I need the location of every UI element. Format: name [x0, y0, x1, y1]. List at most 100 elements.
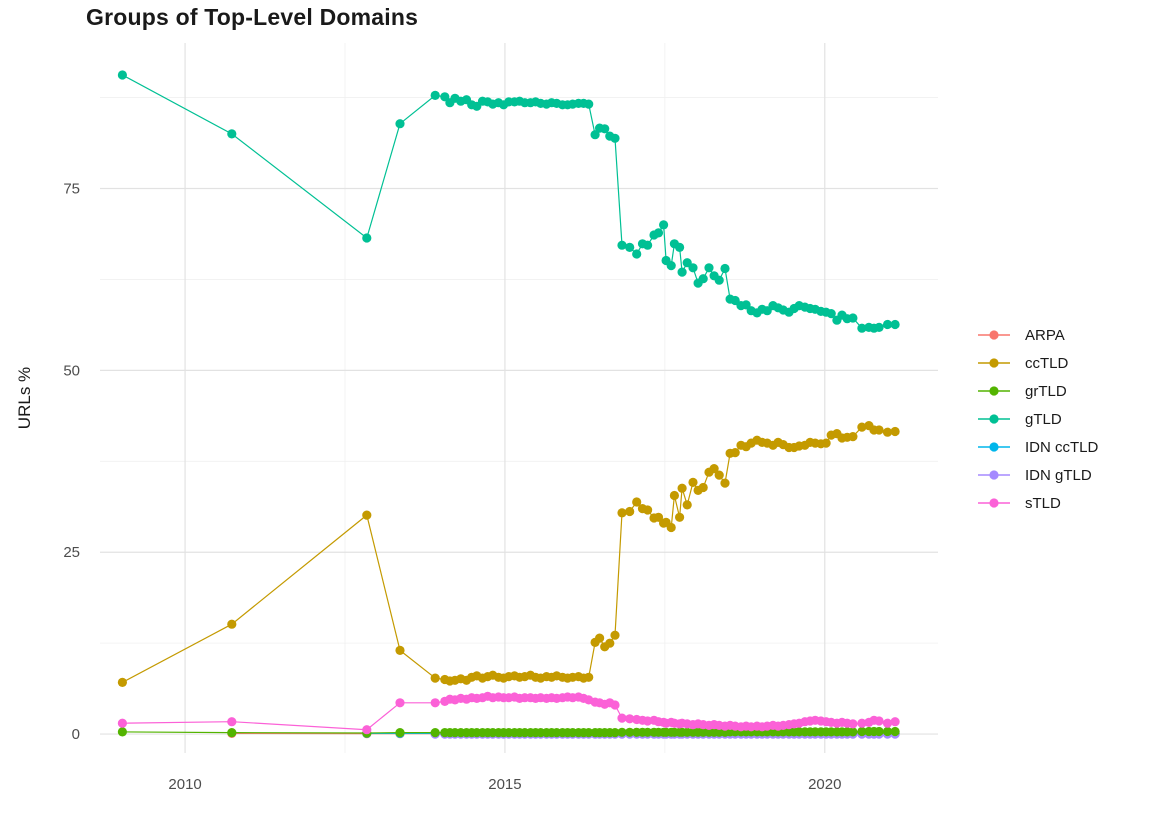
data-point-gTLD: [659, 220, 669, 230]
data-point-ccTLD: [117, 677, 127, 688]
data-point-grTLD: [890, 726, 900, 737]
data-point-ccTLD: [362, 510, 372, 520]
data-point-gTLD: [677, 267, 687, 277]
data-point-gTLD: [653, 228, 664, 238]
data-point-grTLD: [857, 726, 867, 737]
data-point-sTLD: [395, 698, 405, 708]
data-point-ccTLD: [675, 512, 685, 522]
data-point-grTLD: [617, 727, 627, 737]
data-point-ccTLD: [720, 478, 730, 488]
data-point-ccTLD: [669, 490, 680, 501]
x-tick-label: 2020: [808, 776, 841, 793]
legend-label: sTLD: [1025, 494, 1061, 512]
legend-item-IDN-gTLD: IDN gTLD: [977, 465, 1098, 485]
data-point-sTLD: [890, 717, 900, 727]
data-point-sTLD: [117, 718, 127, 728]
data-point-gTLD: [890, 319, 900, 330]
data-point-sTLD: [882, 718, 893, 728]
series-line-gTLD: [122, 74, 896, 329]
legend-item-IDN-ccTLD: IDN ccTLD: [977, 437, 1098, 457]
data-point-sTLD: [610, 700, 620, 710]
data-point-ccTLD: [632, 497, 642, 507]
legend-label: IDN gTLD: [1025, 466, 1092, 484]
data-point-gTLD: [688, 263, 698, 273]
legend-item-sTLD: sTLD: [977, 493, 1098, 513]
data-point-ccTLD: [227, 619, 237, 629]
y-tick-label: 0: [72, 726, 80, 743]
data-point-grTLD: [117, 727, 127, 737]
x-tick-label: 2010: [168, 776, 201, 793]
data-point-grTLD: [227, 728, 237, 738]
y-tick-label: 75: [63, 180, 80, 197]
series-line-ccTLD: [122, 424, 896, 683]
data-point-gTLD: [666, 261, 676, 271]
data-point-ccTLD: [395, 645, 405, 656]
data-point-grTLD: [430, 728, 440, 738]
data-point-gTLD: [590, 130, 600, 140]
data-point-grTLD: [395, 728, 405, 738]
legend-key-icon: [978, 442, 1010, 452]
data-point-grTLD: [610, 728, 620, 738]
legend-key-icon: [978, 386, 1010, 396]
data-point-gTLD: [625, 242, 635, 252]
legend-item-grTLD: grTLD: [977, 381, 1098, 401]
y-tick-label: 25: [63, 544, 80, 561]
data-point-sTLD: [617, 713, 627, 723]
data-point-gTLD: [698, 274, 708, 284]
data-point-ccTLD: [698, 482, 708, 493]
data-point-gTLD: [600, 124, 610, 134]
data-point-sTLD: [227, 717, 237, 727]
data-point-ccTLD: [682, 500, 692, 510]
data-point-grTLD: [584, 728, 594, 738]
data-point-gTLD: [610, 133, 620, 143]
data-point-grTLD: [625, 727, 635, 737]
legend: ARPA ccTLD grTLD gTLD IDN ccTLD IDN gTLD sTLD: [977, 325, 1098, 513]
data-point-ccTLD: [584, 672, 594, 682]
data-point-gTLD: [848, 313, 858, 323]
data-point-sTLD: [848, 719, 858, 729]
data-point-grTLD: [882, 726, 893, 737]
data-point-ccTLD: [730, 448, 740, 458]
data-point-ccTLD: [643, 505, 653, 515]
legend-key-icon: [978, 358, 1010, 368]
legend-key-icon: [978, 470, 1010, 480]
data-point-ccTLD: [821, 438, 831, 448]
data-point-sTLD: [362, 725, 372, 735]
data-point-ccTLD: [677, 483, 687, 493]
data-point-grTLD: [874, 726, 884, 737]
data-point-sTLD: [874, 716, 884, 726]
data-point-gTLD: [874, 322, 884, 332]
data-point-grTLD: [643, 727, 653, 737]
data-point-ccTLD: [874, 425, 884, 435]
data-point-ccTLD: [890, 426, 900, 437]
data-point-ccTLD: [605, 638, 615, 648]
data-point-ccTLD: [610, 630, 620, 640]
data-point-gTLD: [617, 240, 627, 250]
data-point-sTLD: [625, 714, 635, 724]
data-point-ccTLD: [714, 470, 724, 480]
x-tick-label: 2015: [488, 776, 521, 793]
legend-key-icon: [978, 414, 1010, 424]
legend-key-icon: [978, 498, 1010, 508]
data-point-gTLD: [643, 240, 653, 250]
data-point-ccTLD: [857, 422, 867, 432]
legend-label: ccTLD: [1025, 354, 1069, 372]
data-point-gTLD: [714, 275, 724, 285]
data-point-gTLD: [584, 99, 594, 109]
data-point-gTLD: [632, 249, 642, 259]
data-point-gTLD: [720, 263, 730, 274]
legend-label: ARPA: [1025, 326, 1065, 344]
data-point-gTLD: [227, 129, 237, 139]
data-point-grTLD: [848, 727, 858, 737]
legend-item-gTLD: gTLD: [977, 409, 1098, 429]
data-point-gTLD: [857, 323, 867, 333]
data-point-gTLD: [117, 70, 127, 80]
data-point-gTLD: [882, 319, 893, 330]
data-point-ccTLD: [688, 477, 698, 487]
data-point-ccTLD: [882, 427, 893, 437]
legend-label: IDN ccTLD: [1025, 438, 1099, 456]
data-point-gTLD: [395, 119, 405, 129]
legend-key-icon: [978, 330, 1010, 340]
data-point-sTLD: [430, 698, 440, 708]
